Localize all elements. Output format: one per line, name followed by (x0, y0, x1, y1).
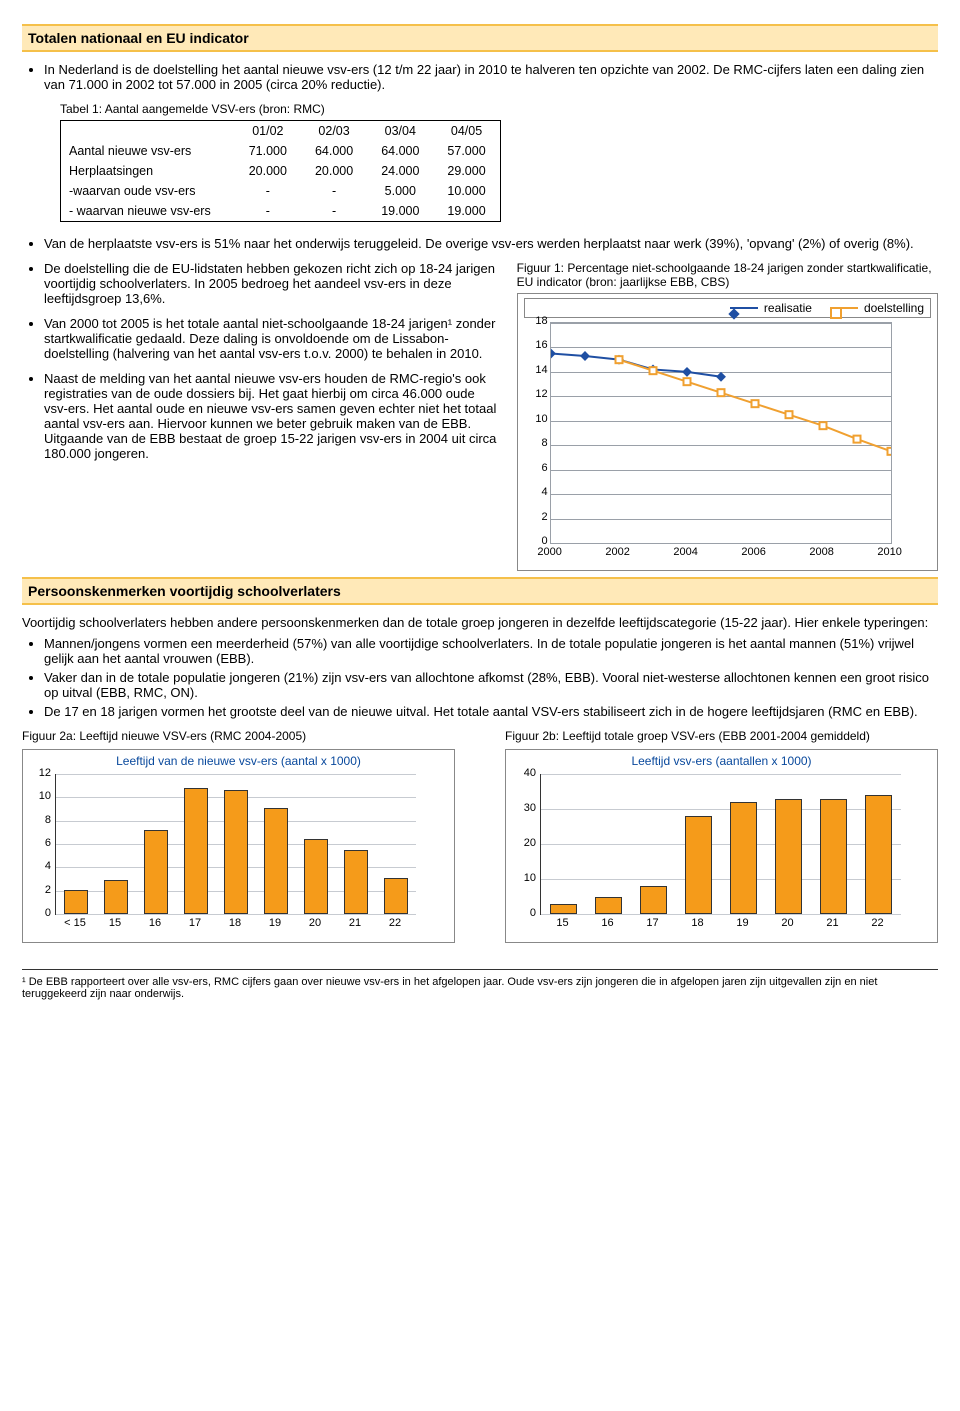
figure2a-frame: Leeftijd van de nieuwe vsv-ers (aantal x… (22, 749, 455, 943)
section2-intro: Voortijdig schoolverlaters hebben andere… (22, 615, 938, 630)
legend-item: realisatie (730, 301, 812, 315)
section2-bullets: Mannen/jongens vormen een meerderheid (5… (22, 636, 938, 719)
intro-bullet: In Nederland is de doelstelling het aant… (44, 62, 938, 92)
figure1-legend: realisatie doelstelling (524, 298, 931, 318)
section2-bullet: Vaker dan in de totale populatie jongere… (44, 670, 938, 700)
legend-item: doelstelling (830, 301, 924, 315)
figure2a-chart: 024681012< 151516171819202122 (29, 774, 423, 936)
section1-title: Totalen nationaal en EU indicator (22, 24, 938, 52)
bullet-eu: De doelstelling die de EU-lidstaten hebb… (44, 261, 499, 306)
footnote: ¹ De EBB rapporteert over alle vsv-ers, … (22, 969, 938, 1000)
bullet-herplaatst: Van de herplaatste vsv-ers is 51% naar h… (44, 236, 938, 251)
section2-bullet: De 17 en 18 jarigen vormen het grootste … (44, 704, 938, 719)
section2-title: Persoonskenmerken voortijdig schoolverla… (22, 577, 938, 605)
section1-left-bullets: De doelstelling die de EU-lidstaten hebb… (22, 261, 499, 461)
figure2b-frame: Leeftijd vsv-ers (aantallen x 1000) 0102… (505, 749, 938, 943)
figure1-caption: Figuur 1: Percentage niet-schoolgaande 1… (517, 261, 938, 289)
figure2b-inner-title: Leeftijd vsv-ers (aantallen x 1000) (512, 754, 931, 768)
figure2b-chart: 0102030401516171819202122 (512, 774, 908, 936)
figure2a-inner-title: Leeftijd van de nieuwe vsv-ers (aantal x… (29, 754, 448, 768)
figure2a-caption: Figuur 2a: Leeftijd nieuwe VSV-ers (RMC … (22, 729, 455, 743)
figure2b-caption: Figuur 2b: Leeftijd totale groep VSV-ers… (505, 729, 938, 743)
figure1-frame: realisatie doelstelling 0246810121416182… (517, 293, 938, 571)
section2-bullet: Mannen/jongens vormen een meerderheid (5… (44, 636, 938, 666)
figure1-chart: 024681012141618200020022004200620082010 (524, 322, 898, 564)
intro-list: In Nederland is de doelstelling het aant… (22, 62, 938, 92)
table1: 01/0202/0303/0404/05 Aantal nieuwe vsv-e… (60, 120, 501, 222)
bullet-2000-2005: Van 2000 tot 2005 is het totale aantal n… (44, 316, 499, 361)
table1-caption: Tabel 1: Aantal aangemelde VSV-ers (bron… (60, 102, 938, 116)
table1-wrap: Tabel 1: Aantal aangemelde VSV-ers (bron… (22, 102, 938, 222)
bullet-rmc: Naast de melding van het aantal nieuwe v… (44, 371, 499, 461)
section1-bullets: Van de herplaatste vsv-ers is 51% naar h… (22, 236, 938, 251)
